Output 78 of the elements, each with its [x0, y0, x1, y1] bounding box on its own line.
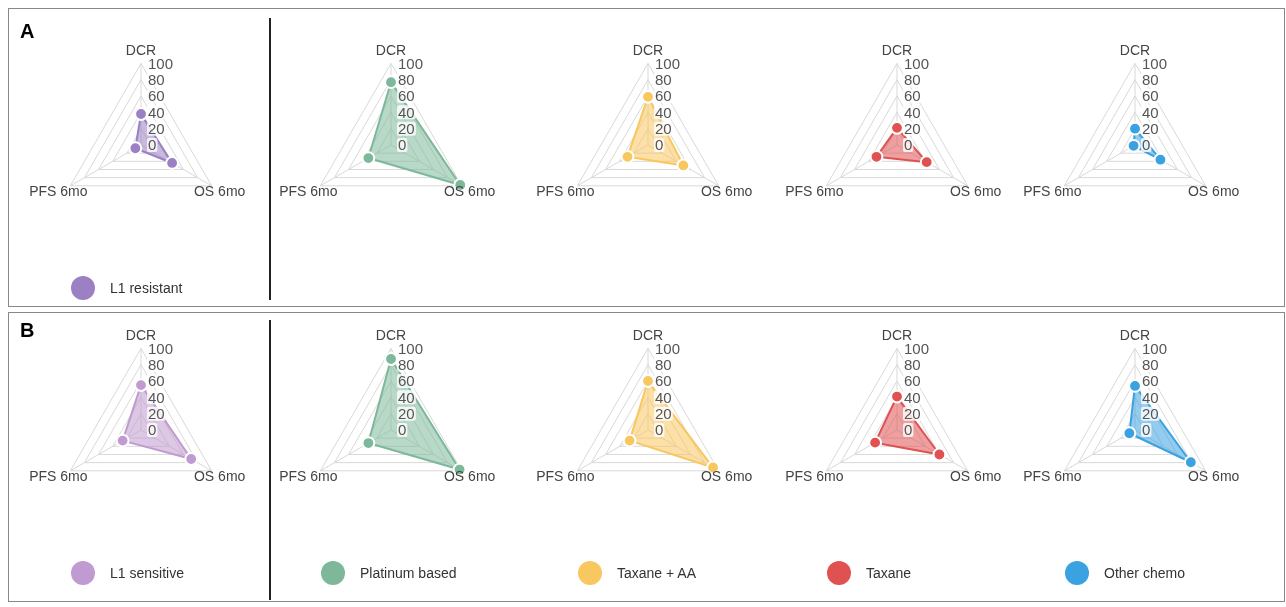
- y-tick-label: 60: [148, 87, 165, 105]
- y-tick-label: 0: [1142, 136, 1151, 154]
- chart-title: A: [20, 20, 35, 42]
- spoke-label: PFS 6mo: [29, 467, 88, 484]
- y-tick-label: 20: [398, 404, 415, 422]
- spoke-label: OS 6mo: [949, 182, 1002, 199]
- y-tick-label: 20: [148, 404, 165, 422]
- y-tick-label: 0: [398, 136, 407, 154]
- y-tick-label: 60: [904, 372, 921, 390]
- y-tick-label: 40: [1142, 388, 1159, 406]
- y-tick-label: 60: [1142, 372, 1159, 390]
- spoke-label: PFS 6mo: [536, 182, 595, 199]
- y-tick-label: 60: [655, 87, 672, 105]
- y-tick-label: 80: [655, 70, 672, 88]
- y-tick-label: 20: [1142, 119, 1159, 137]
- y-tick-label: 80: [148, 355, 165, 373]
- y-tick-label: 80: [148, 70, 165, 88]
- y-tick-label: 60: [398, 87, 415, 105]
- y-tick-label: 0: [148, 421, 157, 439]
- legend-label: L1 resistant: [110, 279, 183, 296]
- y-tick-label: 40: [148, 103, 165, 121]
- y-tick-label: 0: [655, 421, 664, 439]
- y-tick-label: 80: [398, 70, 415, 88]
- y-tick-label: 40: [655, 388, 672, 406]
- y-tick-label: 20: [655, 404, 672, 422]
- spoke-label: OS 6mo: [443, 467, 496, 484]
- y-tick-label: 20: [904, 119, 921, 137]
- y-tick-label: 0: [655, 136, 664, 154]
- y-tick-label: 80: [1142, 70, 1159, 88]
- y-tick-label: 60: [904, 87, 921, 105]
- spoke-label: PFS 6mo: [29, 182, 88, 199]
- spoke-label: OS 6mo: [193, 182, 246, 199]
- spoke-label: PFS 6mo: [536, 467, 595, 484]
- legend-label: Taxane + AA: [617, 564, 697, 581]
- y-tick-label: 80: [398, 355, 415, 373]
- y-tick-label: 20: [1142, 404, 1159, 422]
- legend-label: L1 sensitive: [110, 564, 185, 581]
- spoke-label: OS 6mo: [193, 467, 246, 484]
- y-tick-label: 80: [655, 355, 672, 373]
- y-tick-label: 40: [904, 103, 921, 121]
- y-tick-label: 60: [1142, 87, 1159, 105]
- y-tick-label: 60: [148, 372, 165, 390]
- y-tick-label: 20: [904, 404, 921, 422]
- y-tick-label: 80: [904, 355, 921, 373]
- y-tick-label: 60: [398, 372, 415, 390]
- y-tick-label: 40: [398, 388, 415, 406]
- y-tick-label: 20: [148, 119, 165, 137]
- spoke-label: OS 6mo: [949, 467, 1002, 484]
- spoke-label: PFS 6mo: [1023, 467, 1082, 484]
- spoke-label: OS 6mo: [1187, 182, 1240, 199]
- spoke-label: PFS 6mo: [785, 467, 844, 484]
- y-tick-label: 20: [398, 119, 415, 137]
- y-tick-label: 0: [904, 136, 913, 154]
- y-tick-label: 40: [398, 103, 415, 121]
- legend-label: Other chemo: [1104, 564, 1186, 581]
- y-tick-label: 40: [904, 388, 921, 406]
- y-tick-label: 0: [148, 136, 157, 154]
- legend-label: Taxane: [866, 564, 912, 581]
- spoke-label: PFS 6mo: [279, 467, 338, 484]
- y-tick-label: 80: [1142, 355, 1159, 373]
- spoke-label: OS 6mo: [443, 182, 496, 199]
- y-tick-label: 40: [1142, 103, 1159, 121]
- spoke-label: PFS 6mo: [279, 182, 338, 199]
- y-tick-label: 20: [655, 119, 672, 137]
- spoke-label: PFS 6mo: [1023, 182, 1082, 199]
- spoke-label: OS 6mo: [700, 467, 753, 484]
- y-tick-label: 60: [655, 372, 672, 390]
- chart-title: B: [20, 319, 35, 341]
- spoke-label: PFS 6mo: [785, 182, 844, 199]
- y-tick-label: 0: [904, 421, 913, 439]
- y-tick-label: 0: [398, 421, 407, 439]
- y-tick-label: 0: [1142, 421, 1151, 439]
- y-tick-label: 40: [148, 388, 165, 406]
- spoke-label: OS 6mo: [1187, 467, 1240, 484]
- legend-label: Platinum based: [360, 564, 457, 581]
- spoke-label: OS 6mo: [700, 182, 753, 199]
- y-tick-label: 80: [904, 70, 921, 88]
- y-tick-label: 40: [655, 103, 672, 121]
